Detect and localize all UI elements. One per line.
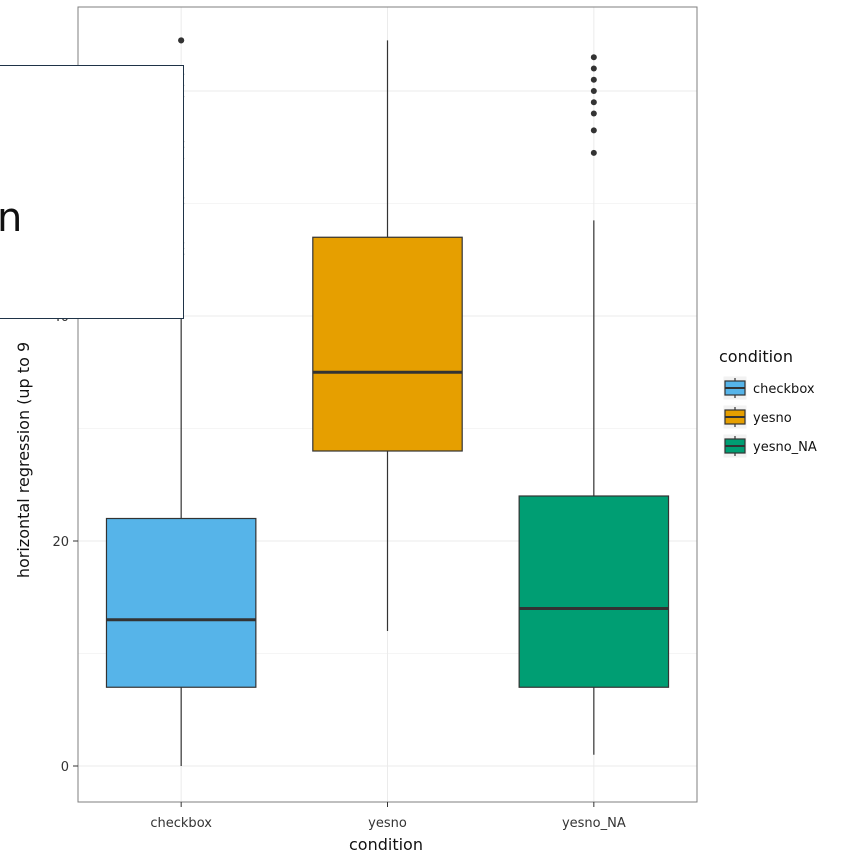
axes: 02040checkboxyesnoyesno_NA (52, 310, 625, 831)
y-tick-label: 0 (61, 760, 69, 775)
outlier-point (590, 65, 597, 72)
box-checkbox (105, 517, 257, 688)
legend-label: yesno (753, 411, 792, 426)
x-tick-label: yesno_NA (562, 816, 626, 831)
outlier-point (590, 127, 597, 134)
boxes (105, 37, 670, 766)
box-yesno_NA (518, 495, 670, 688)
box-yesno (312, 236, 463, 452)
legend-label: yesno_NA (753, 440, 817, 455)
overlay-panel: n (0, 65, 184, 319)
legend-title: condition (719, 347, 793, 366)
outlier-point (590, 76, 597, 83)
outlier-point (178, 37, 185, 44)
outlier-point (590, 54, 597, 61)
legend-label: checkbox (753, 382, 815, 397)
x-axis-title: condition (349, 835, 423, 854)
x-tick-label: yesno (368, 816, 407, 831)
legend: condition checkbox yesno yesno_NA (719, 347, 817, 459)
y-tick-label: 20 (52, 535, 69, 550)
x-tick-label: checkbox (150, 816, 212, 831)
y-axis-title: horizontal regression (up to 9 (14, 342, 33, 578)
outlier-point (590, 110, 597, 117)
overlay-text: n (0, 195, 23, 241)
outlier-point (590, 99, 597, 106)
outlier-point (590, 88, 597, 94)
outlier-point (590, 149, 597, 156)
